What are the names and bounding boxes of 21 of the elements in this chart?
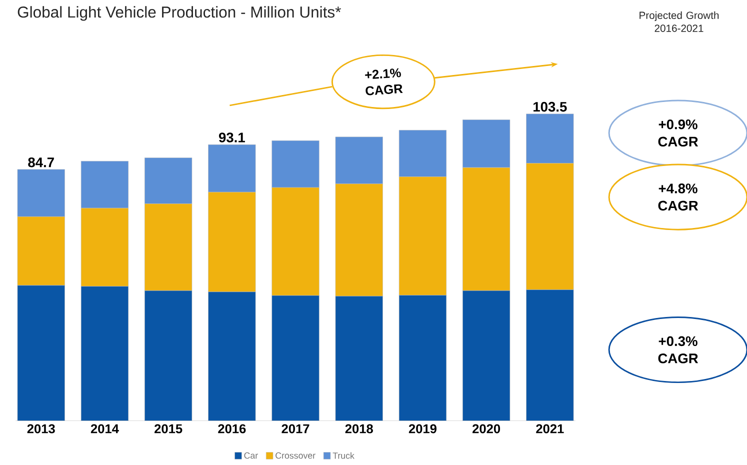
text: +2.1% CAGR [365, 68, 403, 96]
x-tick-label: 2015 [154, 424, 182, 434]
text: +4.8% CAGR [658, 184, 698, 211]
annotation: 93.1 [218, 132, 245, 142]
x-tick-label: 2021 [536, 424, 564, 434]
legend-label: Crossover [276, 452, 316, 459]
text: +0.9% CAGR [658, 119, 698, 146]
x-tick-label: 2017 [282, 424, 310, 434]
text: +0.3% CAGR [658, 336, 698, 364]
x-tick-label: 2020 [472, 424, 500, 434]
x-tick-label: 2019 [408, 424, 436, 434]
annotation: 84.7 [28, 157, 54, 168]
chart-title: Global Light Vehicle Production - Million Units* [18, 6, 341, 21]
x-tick-label: 2013 [27, 424, 55, 434]
text: 103.5 [534, 102, 567, 112]
x-tick-label: 2016 [218, 424, 246, 434]
text: Projected Growth 2016-2021 [640, 11, 719, 32]
legend-label: Car [244, 452, 258, 459]
x-tick-label: 2014 [90, 424, 119, 434]
x-tick-label: 2018 [345, 424, 373, 434]
legend-label: Truck [332, 452, 354, 459]
